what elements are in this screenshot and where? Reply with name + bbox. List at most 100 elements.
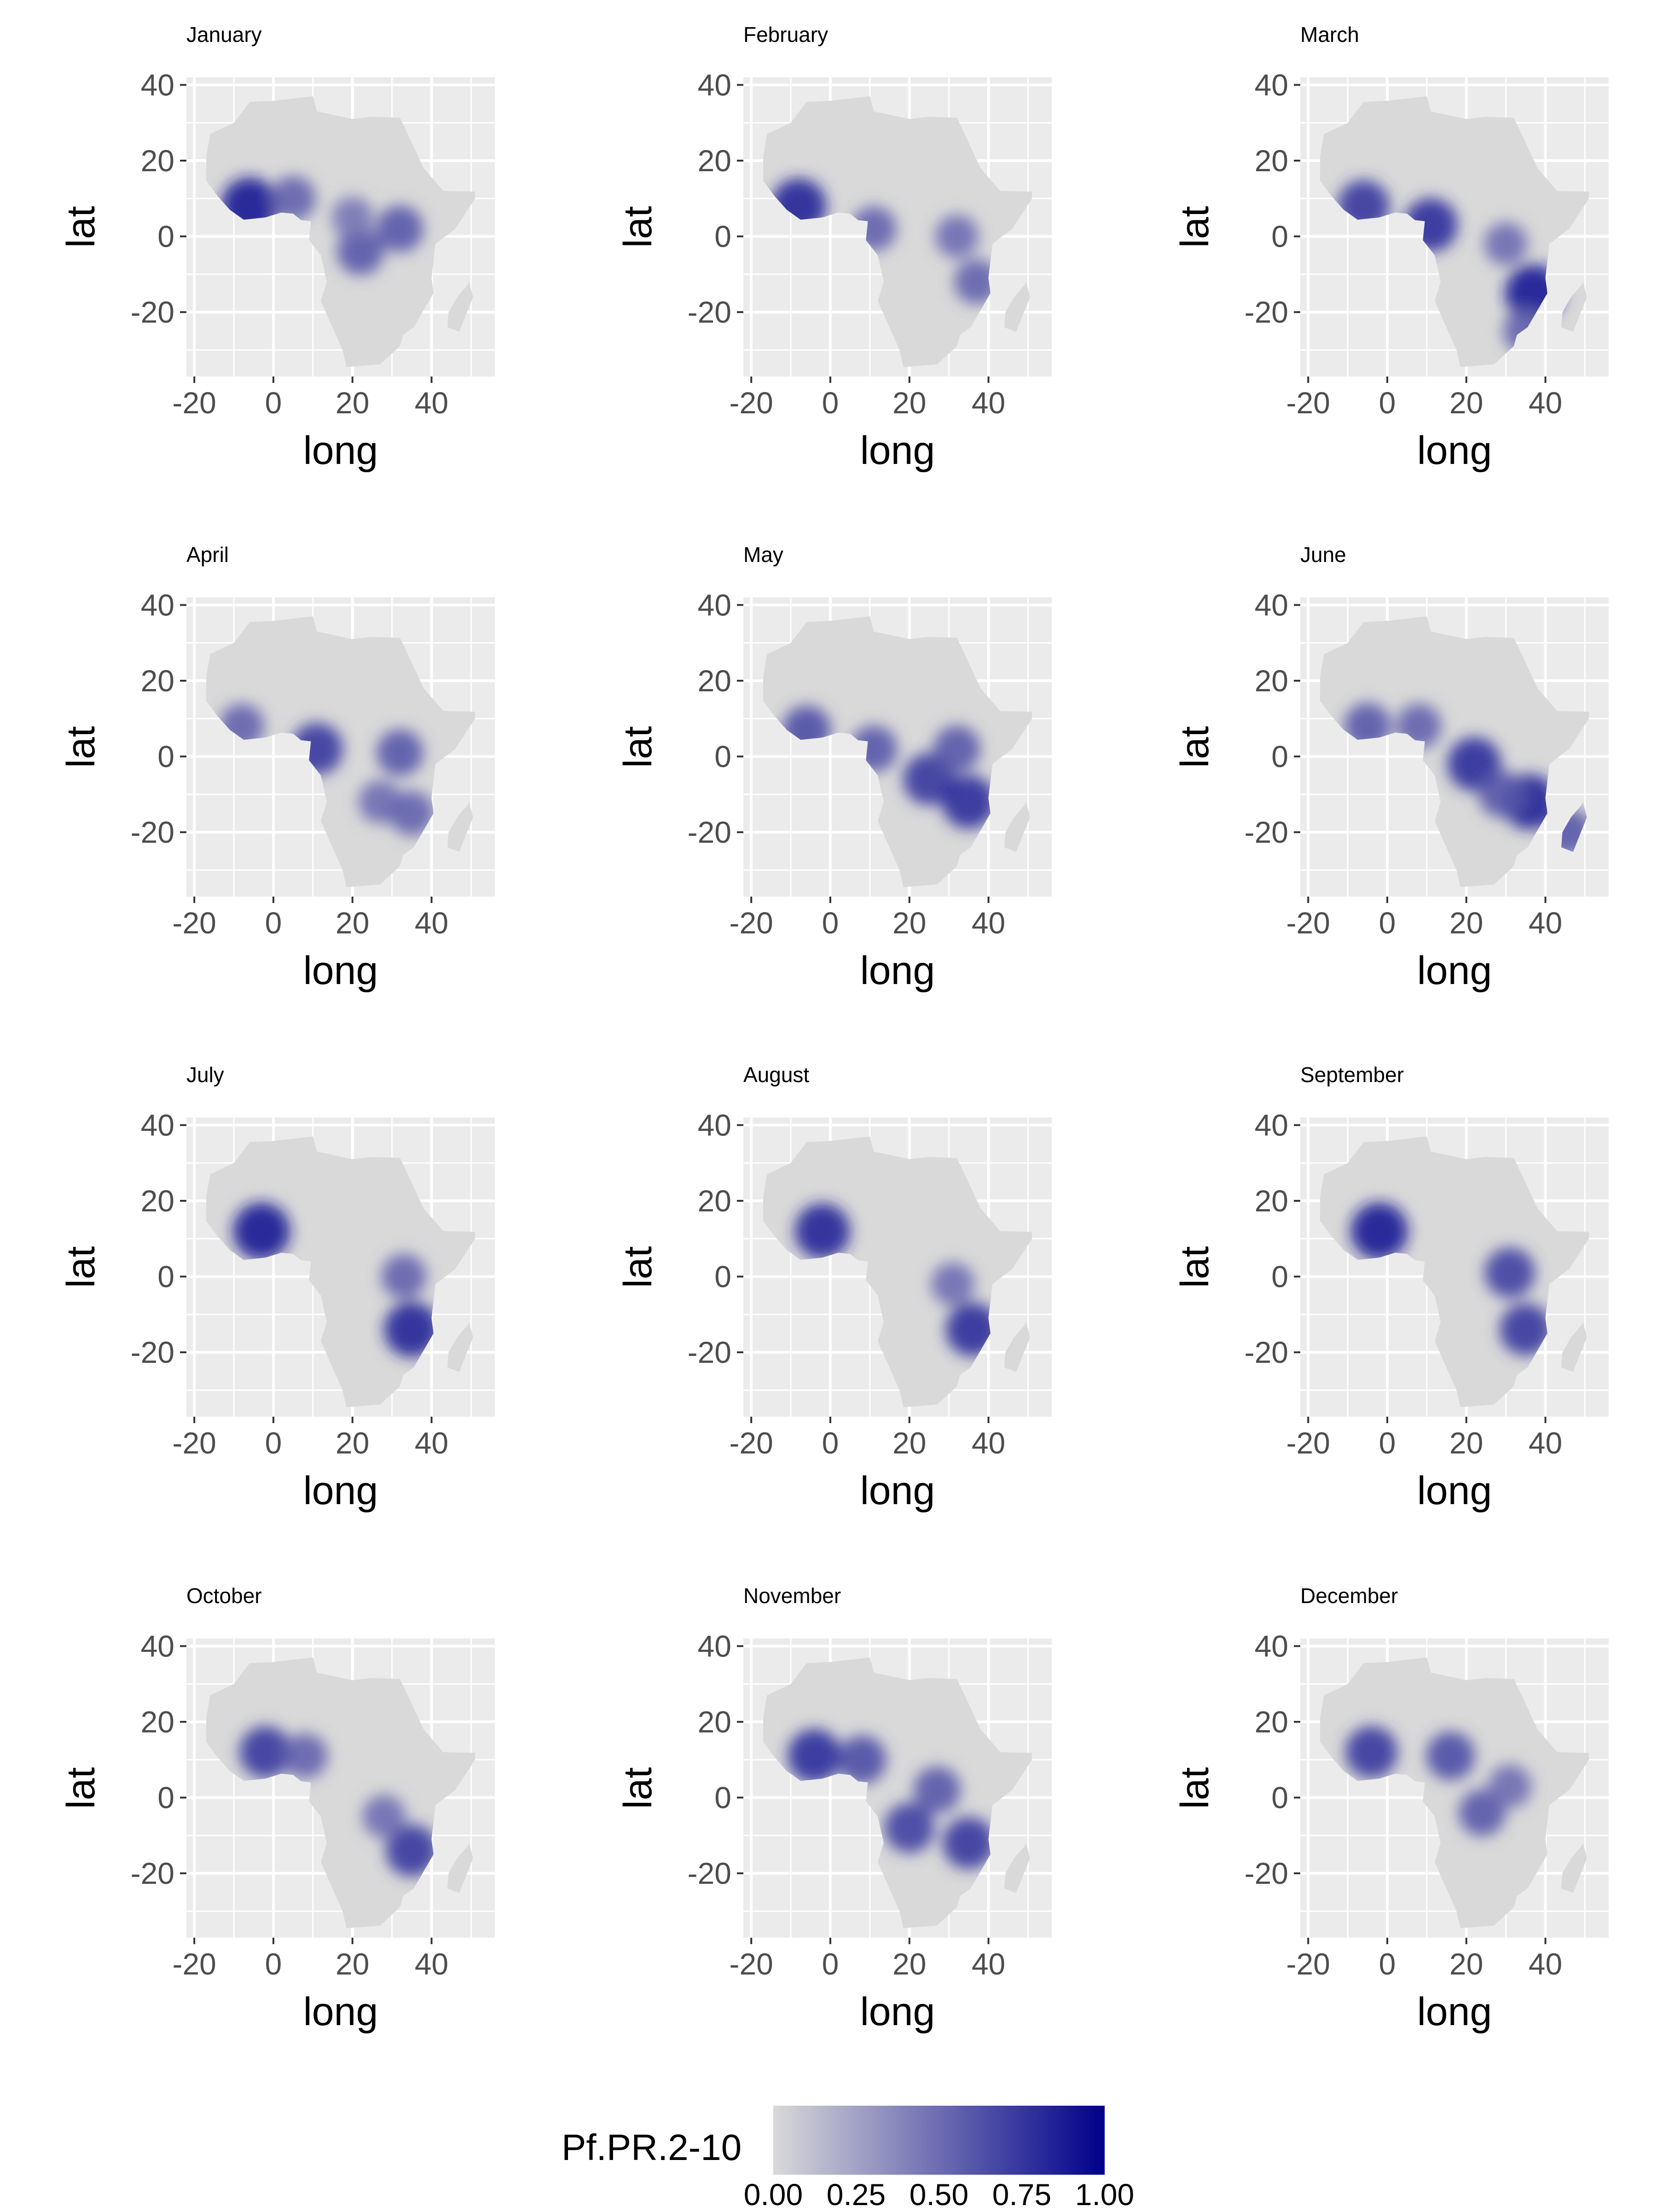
x-axis-title: long xyxy=(860,1469,935,1513)
landmass xyxy=(763,1657,1032,1928)
y-tick-label: 0 xyxy=(1271,1781,1288,1815)
x-tick-label: 20 xyxy=(1449,1426,1483,1460)
y-tick-label: 20 xyxy=(1255,1705,1288,1739)
prevalence-hotspot xyxy=(942,775,996,829)
landmass xyxy=(763,96,1032,367)
landmass xyxy=(447,282,473,332)
prevalence-hotspot xyxy=(850,725,898,772)
prevalence-hotspot xyxy=(1344,702,1391,750)
prevalence-hotspot xyxy=(884,1802,935,1853)
y-axis-title: lat xyxy=(616,1767,660,1809)
x-tick-label: 20 xyxy=(336,1947,369,1981)
prevalence-hotspot xyxy=(1546,809,1589,856)
prevalence-hotspot xyxy=(358,780,402,824)
x-tick-label: 0 xyxy=(822,1947,839,1981)
landmass xyxy=(206,1136,475,1407)
panel-title: January xyxy=(186,23,262,46)
legend-tick-label: 0.50 xyxy=(909,2177,969,2212)
x-axis-title: long xyxy=(860,1990,935,2034)
legend-tick-label: 0.00 xyxy=(743,2177,803,2212)
prevalence-hotspot xyxy=(290,723,343,775)
x-tick-label: 40 xyxy=(1529,906,1562,940)
x-axis-title: long xyxy=(303,1990,378,2034)
color-legend: Pf.PR.2-10 0.00 0.25 0.50 0.75 1.00 xyxy=(543,2085,1188,2212)
landmass xyxy=(447,802,473,852)
x-tick-label: 0 xyxy=(265,906,282,940)
y-axis-title: lat xyxy=(1173,1246,1217,1288)
legend-tick-label: 1.00 xyxy=(1075,2177,1135,2212)
landmass xyxy=(206,616,475,887)
panel-background xyxy=(1300,1639,1609,1938)
x-tick-label: 0 xyxy=(265,1947,282,1981)
panel-background xyxy=(186,1118,495,1417)
x-tick-label: 0 xyxy=(822,906,839,940)
x-tick-label: 40 xyxy=(972,386,1005,420)
panel-background xyxy=(186,1639,495,1938)
landmass xyxy=(1561,802,1587,852)
prevalence-hotspot xyxy=(271,176,316,221)
y-tick-label: 40 xyxy=(698,1108,731,1142)
x-tick-label: 40 xyxy=(415,1947,448,1981)
y-tick-label: 40 xyxy=(141,1629,174,1663)
prevalence-hotspot xyxy=(377,205,423,252)
y-tick-label: 20 xyxy=(698,1184,731,1218)
prevalence-hotspot xyxy=(1337,180,1390,232)
x-tick-label: 40 xyxy=(972,1947,1005,1981)
panel-title: October xyxy=(186,1584,262,1608)
y-tick-label: 40 xyxy=(1255,588,1288,622)
panel-title: November xyxy=(743,1584,841,1608)
landmass xyxy=(1320,616,1589,887)
prevalence-hotspot xyxy=(377,729,423,776)
landmass xyxy=(1004,282,1030,332)
x-tick-label: -20 xyxy=(1286,386,1330,420)
y-tick-label: 20 xyxy=(141,144,174,178)
y-tick-label: -20 xyxy=(1245,1335,1288,1369)
x-tick-label: 40 xyxy=(972,1426,1005,1460)
landmass xyxy=(763,1136,1032,1407)
prevalence-hotspot xyxy=(219,703,265,749)
x-tick-label: 0 xyxy=(1379,1426,1396,1460)
y-tick-label: 20 xyxy=(1255,664,1288,698)
prevalence-hotspot xyxy=(931,1262,975,1306)
y-axis-title: lat xyxy=(59,1767,103,1809)
prevalence-hotspot xyxy=(788,1729,842,1783)
y-tick-label: 20 xyxy=(698,664,731,698)
y-tick-label: -20 xyxy=(688,1335,731,1369)
x-tick-label: 40 xyxy=(415,1426,448,1460)
x-tick-label: 20 xyxy=(892,1426,926,1460)
y-tick-label: -20 xyxy=(131,1856,174,1890)
y-tick-label: 0 xyxy=(1271,740,1288,774)
panel-title: July xyxy=(186,1063,224,1087)
y-tick-label: -20 xyxy=(688,295,731,329)
legend-tick-label: 0.25 xyxy=(826,2177,886,2212)
y-tick-label: 40 xyxy=(698,588,731,622)
prevalence-hotspot xyxy=(782,706,831,754)
y-axis-title: lat xyxy=(59,206,103,248)
y-tick-label: 40 xyxy=(1255,1108,1288,1142)
panel-background xyxy=(186,77,495,376)
prevalence-hotspot xyxy=(1488,1764,1532,1808)
prevalence-hotspot xyxy=(1478,771,1525,818)
y-tick-label: 0 xyxy=(157,220,174,254)
prevalence-hotspot xyxy=(239,1726,292,1778)
y-tick-label: -20 xyxy=(131,1335,174,1369)
prevalence-hotspot xyxy=(851,206,897,252)
panel-background xyxy=(1300,77,1609,376)
y-tick-label: 40 xyxy=(141,588,174,622)
prevalence-hotspot xyxy=(337,228,384,275)
x-tick-label: -20 xyxy=(1286,1947,1330,1981)
y-tick-label: 0 xyxy=(1271,220,1288,254)
prevalence-hotspot xyxy=(933,725,980,772)
prevalence-hotspot xyxy=(771,178,827,234)
prevalence-hotspot xyxy=(282,1733,328,1778)
prevalence-hotspot xyxy=(1404,198,1458,252)
landmass xyxy=(206,96,475,367)
landmass xyxy=(1320,1657,1589,1928)
landmass xyxy=(1561,282,1587,332)
